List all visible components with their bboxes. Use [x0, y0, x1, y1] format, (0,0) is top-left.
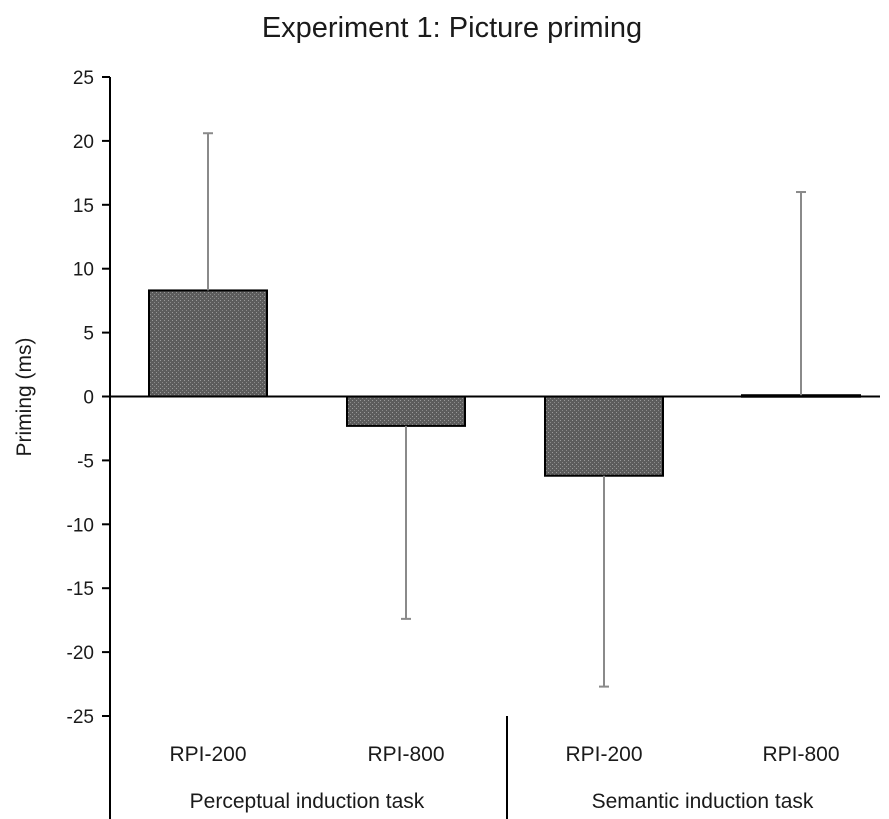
category-label: RPI-800	[367, 743, 444, 766]
bar-rpi-200-semantic	[544, 395, 664, 477]
bar-rpi-200-perceptual	[148, 289, 268, 398]
category-label: RPI-200	[169, 743, 246, 766]
y-tick-label: -5	[77, 451, 94, 472]
y-axis-label: Priming (ms)	[13, 338, 36, 457]
y-tick-label: 15	[73, 196, 94, 217]
bar-rpi-800-perceptual	[346, 395, 466, 427]
y-tick-label: 10	[73, 260, 94, 281]
category-label: RPI-200	[565, 743, 642, 766]
y-tick-label: -25	[67, 707, 94, 728]
y-tick-label: -20	[67, 643, 94, 664]
y-tick-label: -10	[67, 515, 94, 536]
y-tick-label: 20	[73, 132, 94, 153]
group-label: Semantic induction task	[592, 790, 814, 813]
y-axis-ticks: 25 20 15 10 5 0 -5 -10 -15 -20 -25	[67, 68, 110, 728]
y-tick-label: 25	[73, 68, 94, 89]
category-labels: RPI-200 RPI-800 RPI-200 RPI-800 Perceptual i…	[169, 743, 839, 813]
bars	[148, 289, 861, 477]
error-bars	[203, 132, 806, 688]
y-tick-label: 5	[83, 324, 94, 345]
y-tick-label: 0	[83, 388, 94, 409]
chart-title: Experiment 1: Picture priming	[262, 12, 642, 44]
axes	[109, 77, 880, 819]
group-label: Perceptual induction task	[190, 790, 425, 813]
category-label: RPI-800	[762, 743, 839, 766]
y-tick-label: -15	[67, 579, 94, 600]
